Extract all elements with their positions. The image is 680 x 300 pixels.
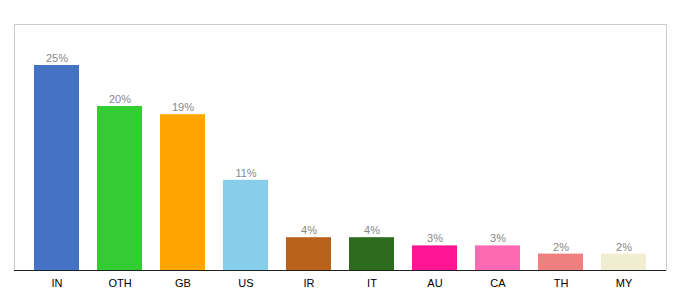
svg-text:3%: 3% [490, 232, 506, 244]
svg-text:TH: TH [554, 277, 569, 289]
svg-text:IR: IR [304, 277, 315, 289]
svg-text:US: US [238, 277, 253, 289]
svg-text:20%: 20% [109, 93, 131, 105]
svg-text:AU: AU [427, 277, 442, 289]
svg-text:11%: 11% [235, 167, 256, 179]
svg-text:19%: 19% [172, 101, 194, 113]
svg-text:OTH: OTH [108, 277, 131, 289]
svg-text:2%: 2% [553, 241, 569, 253]
svg-text:4%: 4% [301, 224, 317, 236]
svg-text:MY: MY [616, 277, 633, 289]
svg-text:CA: CA [490, 277, 506, 289]
svg-text:4%: 4% [364, 224, 380, 236]
svg-text:IT: IT [367, 277, 377, 289]
svg-text:3%: 3% [427, 232, 443, 244]
svg-text:GB: GB [175, 277, 191, 289]
svg-text:2%: 2% [616, 241, 632, 253]
svg-text:IN: IN [52, 277, 63, 289]
svg-text:25%: 25% [46, 52, 68, 64]
